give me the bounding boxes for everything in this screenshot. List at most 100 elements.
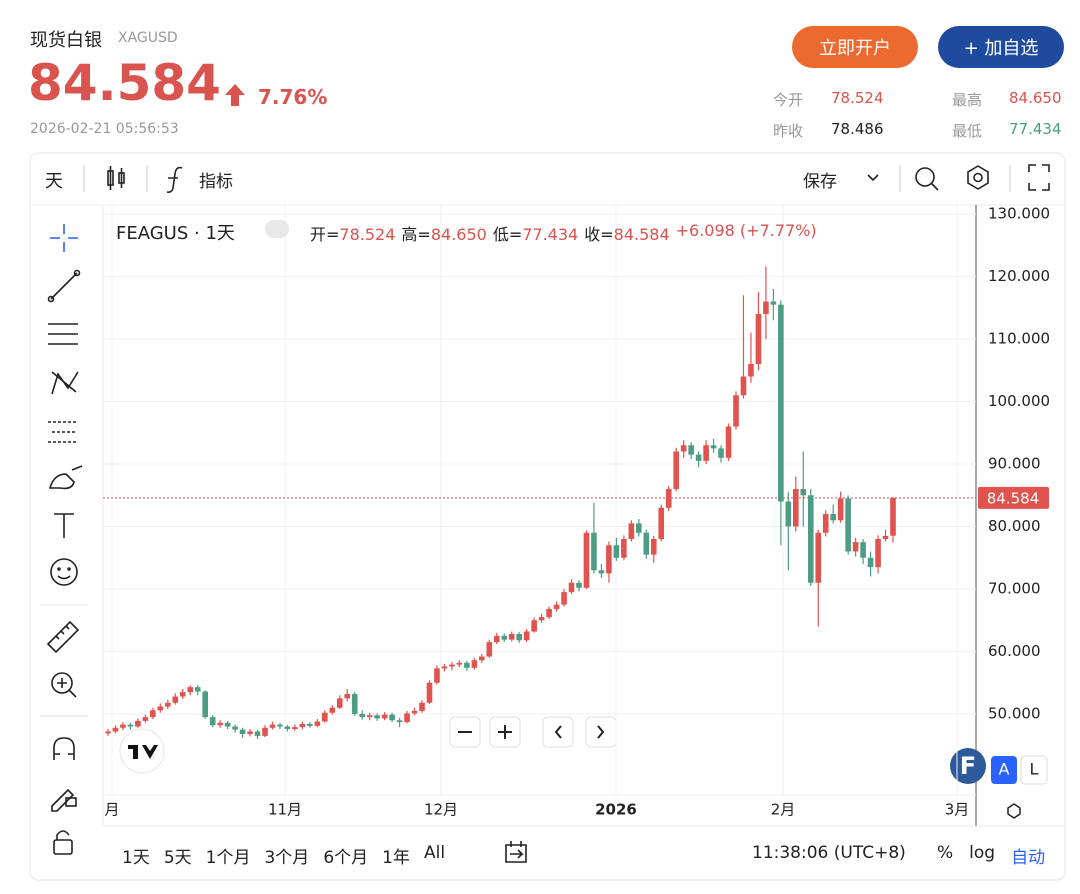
candle-body: [411, 710, 418, 714]
candle-body: [224, 722, 231, 727]
chart-card: [29, 152, 1066, 881]
save-button[interactable]: 保存: [803, 172, 837, 192]
scale-button[interactable]: 自动: [1011, 848, 1046, 868]
legend-value: 77.434: [522, 225, 579, 244]
range-button[interactable]: 6个月: [323, 848, 369, 868]
plot: 月 11月 12月 2026 2月 3月 50.000 60.000 70.000 80.000 9…: [103, 205, 1050, 819]
candle-body: [695, 454, 702, 461]
candle-body: [807, 495, 814, 583]
candle-body: [516, 634, 522, 641]
candle-body: [329, 707, 336, 713]
candle-body: [875, 539, 881, 568]
scale-button[interactable]: %: [937, 843, 954, 863]
scale-mode[interactable]: [1020, 755, 1048, 785]
legend-value: 78.524: [339, 225, 396, 244]
scroll-left-icon: [554, 725, 562, 739]
candle-body: [867, 557, 874, 568]
candle-body: [120, 724, 126, 728]
scale-button[interactable]: log: [969, 843, 996, 863]
scroll-right[interactable]: [585, 716, 617, 748]
candle-body: [322, 712, 328, 722]
open-account-button[interactable]: 立即开户: [792, 26, 918, 68]
candle-body: [650, 539, 657, 555]
candle-body: [733, 395, 739, 427]
legend-item: 开=78.524: [310, 221, 395, 245]
candle-body: [336, 698, 343, 708]
range-button[interactable]: 1天: [122, 848, 150, 868]
candle-body: [262, 727, 268, 736]
change: 7.76%: [258, 85, 328, 109]
x-tick-label: 月: [104, 801, 119, 819]
instrument-symbol: XAGUSD: [118, 30, 178, 46]
range-button[interactable]: 3个月: [264, 848, 310, 868]
scale-mode[interactable]: [991, 756, 1017, 784]
candle-body: [890, 497, 896, 536]
goto-date[interactable]: [502, 838, 530, 866]
candle-body: [643, 532, 650, 555]
candle-body: [553, 604, 560, 609]
candle-body: [127, 724, 134, 727]
candle-body: [112, 727, 119, 732]
last-price-label: 84.584: [987, 489, 1040, 507]
clock: 11:38:06 (UTC+8): [752, 843, 906, 863]
tv-logo-mark: [128, 745, 158, 759]
candle-body: [523, 631, 530, 641]
scale-mode-label: A: [999, 760, 1010, 779]
candle-body: [404, 713, 410, 723]
range-button[interactable]: 1个月: [205, 848, 251, 868]
range-button[interactable]: 1年: [382, 848, 410, 868]
candle-body: [202, 691, 208, 718]
candle-body: [822, 514, 829, 533]
candle-body: [493, 635, 500, 643]
scroll-right-icon: [597, 725, 605, 739]
collapse-legend[interactable]: [265, 220, 289, 238]
last-price-box: [978, 486, 1049, 509]
candle-body: [755, 314, 762, 364]
candle-body: [179, 692, 186, 697]
candle-body: [366, 715, 373, 718]
candle-body: [815, 532, 822, 583]
timestamp: 2026-02-21 05:56:53: [30, 121, 179, 137]
indicators-button[interactable]: 指标: [199, 172, 233, 192]
candle-body: [718, 448, 724, 458]
candle-body: [583, 532, 590, 588]
badge: [950, 748, 986, 784]
range-button[interactable]: 5天: [163, 848, 192, 868]
candle-body: [209, 717, 216, 726]
legend-value: 84.584: [613, 225, 670, 244]
legend-item: 低=77.434: [493, 221, 578, 245]
candle-body: [793, 489, 799, 527]
candle-body: [770, 301, 777, 305]
scale-mode-label: L: [1030, 760, 1039, 779]
interval-button[interactable]: 天: [45, 171, 63, 192]
badge-letter: F: [960, 752, 976, 780]
candle-body: [456, 662, 463, 665]
stat-label: 今开: [773, 91, 804, 109]
candle-body: [710, 445, 717, 449]
candle-body: [426, 682, 433, 703]
candle-body: [837, 498, 844, 521]
candle-body: [568, 582, 575, 593]
scroll-left[interactable]: [542, 716, 574, 748]
range-button[interactable]: All: [423, 843, 446, 863]
candle-body: [314, 721, 321, 726]
candle-body: [142, 717, 149, 721]
candle-body: [359, 714, 365, 718]
candle-body: [591, 532, 597, 571]
candle-body: [665, 489, 672, 508]
candle-body: [157, 706, 164, 711]
instrument-name: 现货白银: [30, 30, 102, 51]
candle-body: [658, 507, 665, 539]
stat-value: 78.524: [831, 89, 884, 107]
candle-body: [351, 694, 358, 714]
candle-body: [538, 617, 545, 621]
legend-label: 低=: [492, 225, 523, 244]
watchlist-button[interactable]: + 加自选: [938, 26, 1064, 68]
x-tick-label: 11月: [268, 801, 302, 819]
candle-body: [740, 376, 747, 396]
candle-body: [576, 582, 582, 588]
stat-value: 77.434: [1009, 120, 1062, 138]
axis-settings[interactable]: [1007, 803, 1021, 819]
